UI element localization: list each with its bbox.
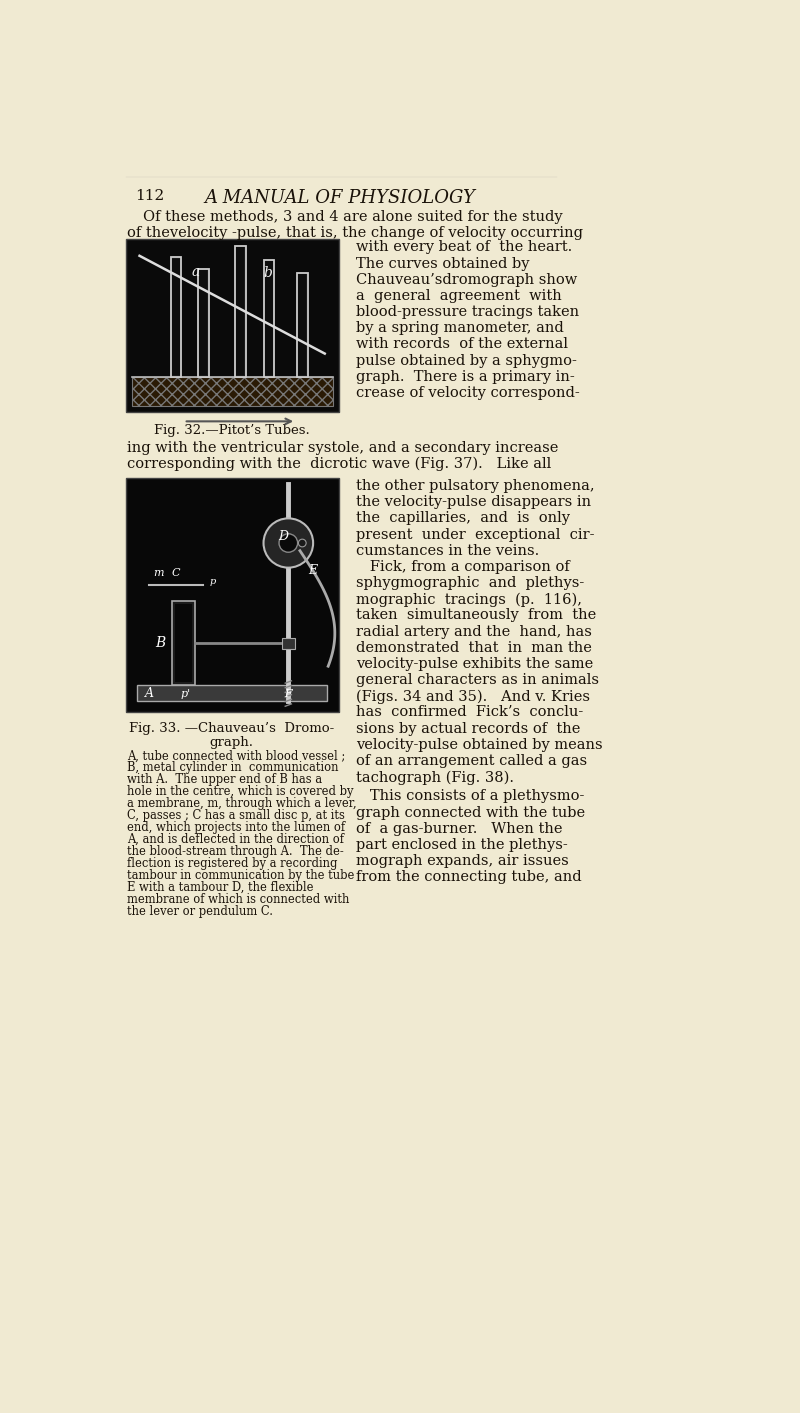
Text: velocity-pulse obtained by means: velocity-pulse obtained by means [356, 738, 602, 752]
Text: end, which projects into the lumen of: end, which projects into the lumen of [127, 821, 346, 834]
Text: mograph expands, air issues: mograph expands, air issues [356, 853, 569, 868]
Text: (Figs. 34 and 35).   And v. Kries: (Figs. 34 and 35). And v. Kries [356, 690, 590, 704]
Bar [265, 261, 273, 374]
Text: Fick, from a comparison of: Fick, from a comparison of [356, 560, 570, 574]
Text: part enclosed in the plethys-: part enclosed in the plethys- [356, 838, 567, 852]
Text: from the connecting tube, and: from the connecting tube, and [356, 870, 582, 885]
Text: A, and is deflected in the direction of: A, and is deflected in the direction of [127, 832, 344, 846]
Text: b: b [263, 267, 272, 280]
Text: the blood-stream through A.  The de-: the blood-stream through A. The de- [127, 845, 344, 858]
Circle shape [279, 534, 298, 552]
Text: with every beat of  the heart.: with every beat of the heart. [356, 240, 572, 254]
Bar [235, 246, 246, 377]
Text: radial artery and the  hand, has: radial artery and the hand, has [356, 625, 592, 639]
Bar [132, 377, 333, 406]
Text: E: E [308, 564, 317, 577]
Text: graph.  There is a primary in-: graph. There is a primary in- [356, 370, 574, 384]
Text: pulse obtained by a sphygmo-: pulse obtained by a sphygmo- [356, 353, 577, 367]
Text: mographic  tracings  (p.  116),: mographic tracings (p. 116), [356, 592, 582, 606]
Circle shape [298, 540, 306, 547]
Text: Fig. 32.—Pitot’s Tubes.: Fig. 32.—Pitot’s Tubes. [154, 424, 310, 437]
Bar [263, 260, 274, 377]
Bar [237, 247, 244, 374]
Text: a membrane, m, through which a lever,: a membrane, m, through which a lever, [127, 797, 357, 810]
Text: with records  of the external: with records of the external [356, 338, 568, 352]
Text: of an arrangement called a gas: of an arrangement called a gas [356, 755, 587, 769]
Text: tachograph (Fig. 38).: tachograph (Fig. 38). [356, 770, 514, 784]
Text: the other pulsatory phenomena,: the other pulsatory phenomena, [356, 479, 594, 493]
Text: the velocity-pulse disappears in: the velocity-pulse disappears in [356, 496, 591, 509]
Bar [126, 478, 338, 712]
Text: Of these methods, 3 and 4 are alone suited for the study: Of these methods, 3 and 4 are alone suit… [142, 209, 562, 223]
Bar [282, 637, 294, 649]
Text: velocity-pulse exhibits the same: velocity-pulse exhibits the same [356, 657, 593, 671]
Bar [126, 239, 338, 413]
Text: graph connected with the tube: graph connected with the tube [356, 805, 585, 820]
Text: sphygmographic  and  plethys-: sphygmographic and plethys- [356, 577, 584, 591]
Bar [298, 274, 306, 374]
Bar [172, 259, 180, 374]
Text: D: D [278, 530, 289, 543]
Text: the lever or pendulum C.: the lever or pendulum C. [127, 904, 273, 917]
Bar [175, 603, 192, 682]
Bar [170, 257, 182, 377]
Text: taken  simultaneously  from  the: taken simultaneously from the [356, 609, 596, 623]
Text: crease of velocity correspond-: crease of velocity correspond- [356, 386, 579, 400]
Text: B: B [155, 636, 166, 650]
Bar [198, 268, 209, 377]
Bar [297, 273, 308, 377]
Text: demonstrated  that  in  man the: demonstrated that in man the [356, 642, 592, 654]
Text: p: p [210, 577, 215, 586]
Bar [138, 685, 327, 701]
Text: E with a tambour D, the flexible: E with a tambour D, the flexible [127, 880, 314, 893]
Text: of  a gas-burner.   When the: of a gas-burner. When the [356, 822, 562, 835]
Text: hole in the centre, which is covered by: hole in the centre, which is covered by [127, 786, 354, 798]
Text: sions by actual records of  the: sions by actual records of the [356, 722, 580, 736]
Text: present  under  exceptional  cir-: present under exceptional cir- [356, 527, 594, 541]
Text: flection is registered by a recording: flection is registered by a recording [127, 856, 338, 870]
Text: the  capillaries,  and  is  only: the capillaries, and is only [356, 512, 570, 526]
Text: The curves obtained by: The curves obtained by [356, 257, 530, 270]
Text: has  confirmed  Fick’s  conclu-: has confirmed Fick’s conclu- [356, 705, 583, 719]
Text: This consists of a plethysmo-: This consists of a plethysmo- [356, 790, 584, 804]
Bar [199, 270, 207, 374]
Text: by a spring manometer, and: by a spring manometer, and [356, 321, 563, 335]
Text: of thevelocity -pulse, that is, the change of velocity occurring: of thevelocity -pulse, that is, the chan… [127, 226, 583, 240]
Text: m: m [153, 568, 163, 578]
Text: 112: 112 [135, 189, 164, 203]
Text: cumstances in the veins.: cumstances in the veins. [356, 544, 539, 558]
Text: a: a [191, 264, 199, 278]
Text: C: C [172, 568, 180, 578]
Text: tambour in communication by the tube: tambour in communication by the tube [127, 869, 354, 882]
Text: F: F [285, 690, 292, 699]
Circle shape [263, 519, 313, 568]
Text: B, metal cylinder in  communication: B, metal cylinder in communication [127, 762, 338, 774]
Text: Chauveau’sdromograph show: Chauveau’sdromograph show [356, 273, 577, 287]
Text: A, tube connected with blood vessel ;: A, tube connected with blood vessel ; [127, 749, 346, 763]
Text: A MANUAL OF PHYSIOLOGY: A MANUAL OF PHYSIOLOGY [205, 189, 476, 206]
Text: graph.: graph. [210, 736, 254, 749]
Bar [172, 601, 195, 685]
Text: membrane of which is connected with: membrane of which is connected with [127, 893, 350, 906]
Text: ing with the ventricular systole, and a secondary increase: ing with the ventricular systole, and a … [127, 441, 558, 455]
Text: blood-pressure tracings taken: blood-pressure tracings taken [356, 305, 579, 319]
Text: with A.  The upper end of B has a: with A. The upper end of B has a [127, 773, 322, 786]
Text: corresponding with the  dicrotic wave (Fig. 37).   Like all: corresponding with the dicrotic wave (Fi… [127, 456, 551, 471]
Text: C, passes ; C has a small disc p, at its: C, passes ; C has a small disc p, at its [127, 810, 345, 822]
Text: general characters as in animals: general characters as in animals [356, 673, 598, 687]
Text: a  general  agreement  with: a general agreement with [356, 288, 562, 302]
Text: Fig. 33. —Chauveau’s  Dromo-: Fig. 33. —Chauveau’s Dromo- [129, 722, 334, 735]
Text: p': p' [181, 690, 191, 699]
Text: A: A [145, 687, 154, 699]
